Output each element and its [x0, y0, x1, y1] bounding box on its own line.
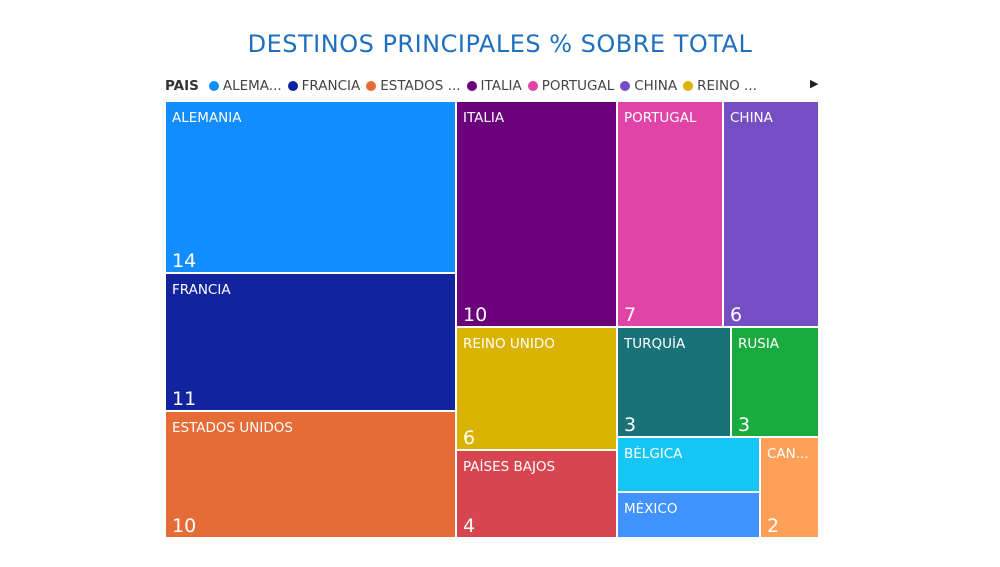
tile-label: CHINA: [730, 110, 773, 126]
legend-label: PORTUGAL: [541, 78, 615, 94]
legend-label: ESTADOS ...: [380, 78, 461, 94]
treemap-tile[interactable]: MÉXICO: [617, 492, 760, 538]
treemap-tile[interactable]: TURQUÍA 3: [617, 327, 731, 437]
tile-value: 3: [738, 414, 751, 436]
legend-label: ALEMA...: [222, 78, 282, 94]
tile-label: BÉLGICA: [624, 446, 683, 462]
tile-value: 4: [463, 515, 476, 537]
tile-label: PORTUGAL: [624, 110, 697, 126]
legend-entry[interactable]: ESTADOS ...: [366, 78, 461, 94]
legend-label: FRANCIA: [301, 78, 361, 94]
tile-value: 6: [730, 304, 743, 326]
legend-swatch: [620, 81, 631, 91]
tile-value: 11: [172, 388, 197, 410]
tile-value: 14: [172, 250, 197, 272]
treemap-tile[interactable]: RUSIA 3: [731, 327, 819, 437]
tile-label: PAÍSES BAJOS: [463, 459, 556, 475]
tile-value: 2: [767, 515, 780, 537]
tile-label: ESTADOS UNIDOS: [172, 420, 293, 436]
treemap-tile[interactable]: CAN... 2: [760, 437, 819, 538]
legend-entry[interactable]: ITALIA: [466, 78, 522, 94]
tile-label: REINO UNIDO: [463, 336, 555, 352]
treemap-tile[interactable]: FRANCIA 11: [165, 273, 456, 411]
tile-label: CAN...: [767, 446, 809, 462]
tile-label: TURQUÍA: [624, 336, 686, 352]
legend-swatch: [366, 81, 377, 91]
legend-next-arrow[interactable]: ▶: [810, 77, 819, 90]
treemap-tile[interactable]: ALEMANIA 14: [165, 101, 456, 273]
treemap-tile[interactable]: BÉLGICA: [617, 437, 760, 492]
treemap-tile[interactable]: ITALIA 10: [456, 101, 617, 327]
chart-title: DESTINOS PRINCIPALES % SOBRE TOTAL: [247, 30, 753, 58]
tile-label: RUSIA: [738, 336, 780, 352]
legend-label: ITALIA: [480, 78, 522, 94]
legend-swatch: [287, 81, 298, 91]
legend-entry[interactable]: PORTUGAL: [527, 78, 615, 94]
legend-title: PAIS: [165, 78, 199, 94]
tile-value: 3: [624, 414, 637, 436]
legend-swatch: [683, 81, 694, 91]
tile-label: MÉXICO: [624, 501, 678, 517]
treemap-tile[interactable]: REINO UNIDO 6: [456, 327, 617, 450]
legend-label: CHINA: [634, 78, 678, 94]
legend-entry[interactable]: ALEMA...: [208, 78, 282, 94]
tile-value: 7: [624, 304, 637, 326]
legend: PAIS ALEMA... FRANCIA ESTADOS ... ITALIA POR…: [165, 77, 825, 95]
legend-label: REINO ...: [697, 78, 757, 94]
legend-swatch: [527, 81, 538, 91]
legend-swatch: [208, 81, 219, 91]
legend-items: ALEMA... FRANCIA ESTADOS ... ITALIA PORTUGAL…: [208, 78, 763, 94]
treemap-tile[interactable]: ESTADOS UNIDOS 10: [165, 411, 456, 538]
legend-entry[interactable]: CHINA: [620, 78, 677, 94]
legend-swatch: [466, 81, 477, 91]
tile-label: ITALIA: [463, 110, 505, 126]
tile-value: 6: [463, 427, 476, 449]
tile-label: ALEMANIA: [172, 110, 242, 126]
treemap-tile[interactable]: PORTUGAL 7: [617, 101, 723, 327]
tile-value: 10: [463, 304, 488, 326]
tile-value: 10: [172, 515, 197, 537]
treemap-tile[interactable]: PAÍSES BAJOS 4: [456, 450, 617, 538]
legend-entry[interactable]: FRANCIA: [287, 78, 361, 94]
legend-entry[interactable]: REINO ...: [683, 78, 757, 94]
treemap-tile[interactable]: CHINA 6: [723, 101, 819, 327]
tile-label: FRANCIA: [172, 282, 231, 298]
